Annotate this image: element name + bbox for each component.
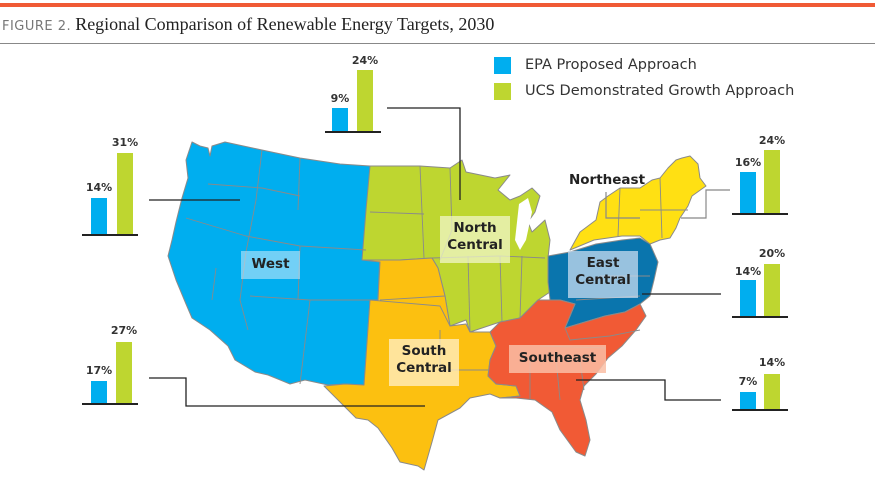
- region-label-north-central: North Central: [440, 216, 510, 263]
- legend-swatch-epa: [494, 56, 511, 74]
- legend-item-ucs: UCS Demonstrated Growth Approach: [494, 80, 794, 102]
- baseline-northeast: [732, 213, 788, 215]
- figure-title: FIGURE 2. Regional Comparison of Renewabl…: [2, 14, 877, 42]
- region-label-south-central-line2: Central: [396, 360, 452, 376]
- value-southeast-epa: 7%: [738, 375, 758, 388]
- bar-west-epa: [91, 198, 107, 235]
- bar-northeast-ucs: [764, 150, 780, 214]
- bar-north-central-epa: [332, 108, 348, 132]
- leader-line-north-central: [387, 107, 461, 200]
- bar-southeast-ucs: [764, 374, 780, 410]
- legend-item-epa: EPA Proposed Approach: [494, 54, 794, 76]
- region-label-south-central: South Central: [389, 339, 459, 386]
- region-label-north-central-line1: North: [453, 220, 497, 236]
- legend-label-ucs: UCS Demonstrated Growth Approach: [525, 83, 795, 99]
- leader-line-northeast-bar: [681, 189, 730, 219]
- region-northeast-shape: [569, 155, 707, 251]
- region-label-east-central-line1: East: [586, 255, 620, 271]
- bar-group-northeast: 16% 24%: [732, 134, 790, 215]
- region-label-northeast-text: Northeast: [568, 172, 646, 188]
- region-label-east-central: East Central: [568, 251, 638, 298]
- bar-group-north-central: 9% 24%: [325, 54, 383, 133]
- bar-group-south-central: 17% 27%: [82, 324, 140, 405]
- bar-west-ucs: [117, 153, 133, 235]
- figure-label: FIGURE 2.: [2, 19, 72, 34]
- leader-line-northeast: [605, 192, 640, 219]
- bar-group-east-central: 14% 20%: [732, 247, 790, 318]
- value-east-central-epa: 14%: [734, 265, 762, 278]
- legend-label-epa: EPA Proposed Approach: [525, 57, 697, 73]
- bar-east-central-epa: [740, 280, 756, 317]
- region-southeast-shape: [487, 299, 647, 457]
- region-label-north-central-line2: Central: [447, 237, 503, 253]
- bar-north-central-ucs: [357, 70, 373, 132]
- title-divider: [0, 43, 875, 44]
- region-label-southeast-text: Southeast: [518, 350, 597, 366]
- value-south-central-ucs: 27%: [110, 324, 138, 337]
- region-label-southeast: Southeast: [509, 345, 606, 373]
- leader-line-south-central: [149, 377, 425, 407]
- baseline-south-central: [82, 403, 138, 405]
- value-south-central-epa: 17%: [85, 364, 113, 377]
- value-northeast-epa: 16%: [734, 156, 762, 169]
- baseline-north-central: [325, 131, 381, 133]
- baseline-east-central: [732, 316, 788, 318]
- value-west-epa: 14%: [85, 181, 113, 194]
- bar-group-southeast: 7% 14%: [732, 356, 790, 411]
- bar-south-central-ucs: [116, 342, 132, 404]
- region-label-west-text: West: [251, 256, 290, 272]
- value-north-central-ucs: 24%: [351, 54, 379, 67]
- value-north-central-epa: 9%: [330, 92, 350, 105]
- value-northeast-ucs: 24%: [758, 134, 786, 147]
- baseline-west: [82, 234, 138, 236]
- leader-line-southeast: [576, 379, 721, 401]
- region-label-northeast: Northeast: [562, 170, 652, 192]
- bar-northeast-epa: [740, 172, 756, 214]
- legend-swatch-ucs: [494, 82, 511, 100]
- value-west-ucs: 31%: [111, 136, 139, 149]
- region-label-west: West: [241, 251, 300, 279]
- bar-south-central-epa: [91, 381, 107, 404]
- baseline-southeast: [732, 409, 788, 411]
- bar-east-central-ucs: [764, 264, 780, 317]
- region-label-south-central-line1: South: [401, 343, 447, 359]
- legend: EPA Proposed Approach UCS Demonstrated G…: [494, 54, 794, 106]
- page-title: Regional Comparison of Renewable Energy …: [75, 14, 495, 34]
- bar-group-west: 14% 31%: [82, 136, 140, 236]
- bar-southeast-epa: [740, 392, 756, 410]
- value-east-central-ucs: 20%: [758, 247, 786, 260]
- value-southeast-ucs: 14%: [758, 356, 786, 369]
- accent-bar: [0, 3, 875, 7]
- region-label-east-central-line2: Central: [575, 272, 631, 288]
